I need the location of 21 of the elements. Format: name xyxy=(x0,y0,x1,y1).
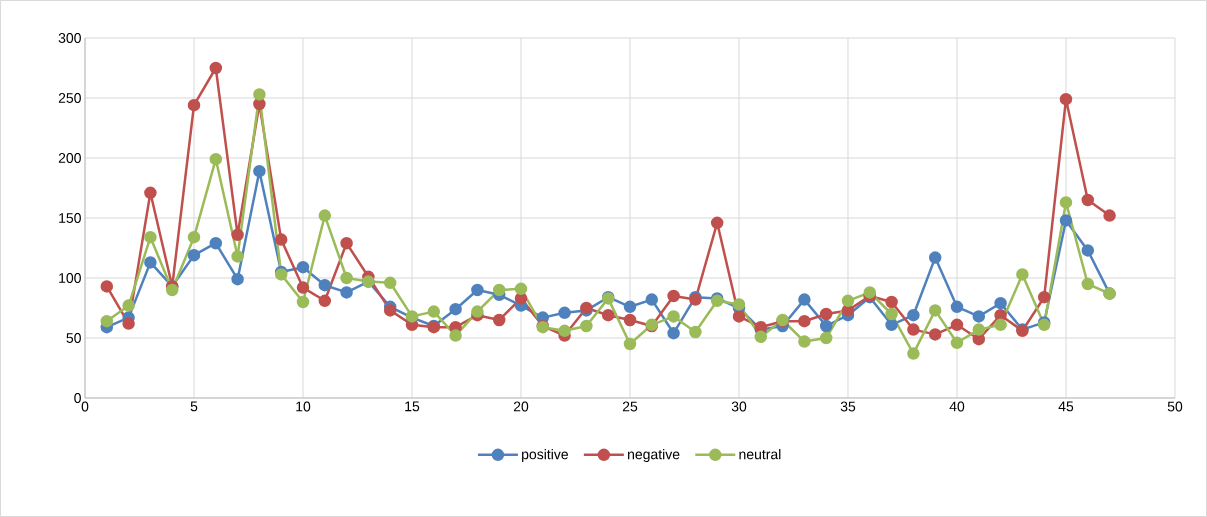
legend-label: positive xyxy=(522,448,568,463)
x-tick-label: 10 xyxy=(296,401,311,412)
x-tick-label: 35 xyxy=(840,401,856,412)
x-tick-label: 45 xyxy=(1058,401,1074,412)
x-tick-label: 30 xyxy=(731,401,747,412)
x-tick-label: 15 xyxy=(405,401,420,412)
x-tick-label: 25 xyxy=(622,401,638,412)
y-tick-label: 50 xyxy=(66,333,81,343)
y-tick-label: 250 xyxy=(58,93,81,103)
y-tick-label: 300 xyxy=(58,33,81,43)
y-tick-label: 0 xyxy=(74,393,81,403)
legend-label: negative xyxy=(628,448,680,463)
y-tick-label: 100 xyxy=(59,273,81,283)
y-tick-label: 150 xyxy=(59,213,81,223)
x-tick-label: 40 xyxy=(949,401,965,412)
x-tick-label: 20 xyxy=(513,401,529,412)
legend-label: neutral xyxy=(739,448,781,460)
x-tick-label: 0 xyxy=(81,401,89,412)
y-tick-label: 200 xyxy=(58,153,81,163)
x-tick-label: 50 xyxy=(1167,401,1183,412)
x-tick-label: 5 xyxy=(190,401,198,412)
